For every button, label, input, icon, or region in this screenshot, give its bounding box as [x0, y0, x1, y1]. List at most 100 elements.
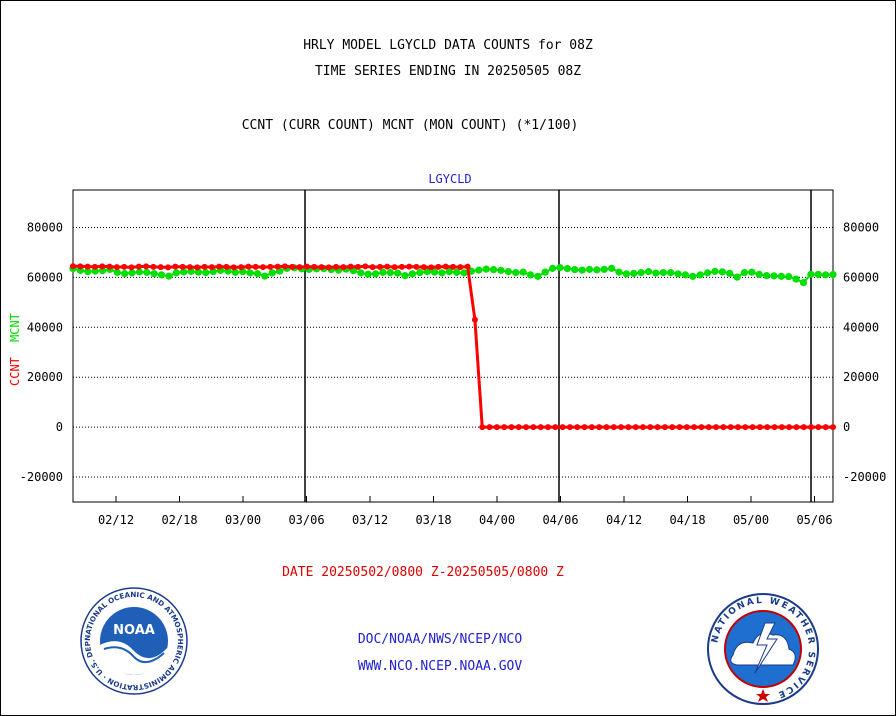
data-point-ccnt: [281, 263, 288, 270]
data-point-mcnt: [785, 273, 793, 281]
data-point-ccnt: [260, 264, 266, 271]
data-point-ccnt: [84, 263, 91, 270]
data-point-ccnt: [303, 263, 310, 270]
x-tick-label: 04/00: [479, 513, 515, 527]
x-tick-label: 02/12: [98, 513, 134, 527]
data-point-mcnt: [246, 269, 254, 277]
data-point-mcnt: [829, 271, 837, 279]
data-point-mcnt: [733, 273, 741, 281]
y-tick-label-left: 80000: [27, 220, 63, 234]
data-point-ccnt: [676, 424, 683, 431]
data-point-mcnt: [585, 265, 594, 273]
data-point-ccnt: [172, 263, 179, 270]
data-point-ccnt: [333, 263, 340, 270]
data-point-mcnt: [364, 270, 372, 278]
data-point-ccnt: [713, 424, 720, 431]
data-point-ccnt: [376, 263, 383, 270]
data-point-ccnt: [384, 263, 391, 270]
data-point-ccnt: [157, 264, 164, 271]
data-point-ccnt: [566, 424, 573, 431]
data-point-mcnt: [563, 265, 571, 273]
data-point-mcnt: [777, 272, 785, 280]
data-point-mcnt: [157, 271, 166, 279]
data-point-ccnt: [150, 263, 157, 270]
x-tick-label: 02/18: [161, 513, 197, 527]
y-axis-label-mcnt: MCNT: [8, 313, 22, 342]
data-point-mcnt: [822, 271, 830, 279]
data-point-mcnt: [770, 272, 778, 280]
data-point-ccnt: [486, 424, 493, 431]
x-tick-label: 03/12: [352, 513, 388, 527]
data-point-ccnt: [749, 424, 756, 431]
data-point-mcnt: [762, 272, 771, 280]
y-tick-label-right: 20000: [843, 370, 879, 384]
x-tick-label: 04/06: [542, 513, 578, 527]
data-point-ccnt: [450, 263, 456, 270]
data-point-ccnt: [106, 263, 113, 270]
data-point-mcnt: [556, 264, 564, 272]
data-point-mcnt: [482, 265, 490, 273]
data-point-ccnt: [355, 263, 361, 270]
time-series-chart: 80000 80000 60000 60000 40000 40000 20000 20000…: [8, 189, 886, 527]
data-point-ccnt: [793, 424, 800, 431]
data-point-ccnt: [398, 263, 405, 270]
data-point-mcnt: [394, 269, 402, 277]
data-point-ccnt: [216, 263, 223, 270]
chart-title-line1: HRLY MODEL LGYCLD DATA COUNTS for 08Z: [303, 38, 593, 53]
data-point-ccnt: [691, 424, 698, 431]
data-point-mcnt: [578, 266, 586, 274]
data-point-ccnt: [669, 424, 676, 431]
noaa-logo-icon: NATIONAL OCEANIC AND ATMOSPHERIC ADMINIS…: [80, 587, 188, 695]
chart-title-line2: TIME SERIES ENDING IN 20250505 08Z: [314, 64, 582, 79]
nws-logo-icon: NATIONAL WEATHER SERVICE: [707, 593, 819, 705]
data-point-mcnt: [172, 269, 180, 277]
data-point-mcnt: [416, 269, 424, 277]
data-point-mcnt: [430, 268, 439, 276]
data-point-ccnt: [165, 264, 171, 271]
y-tick-label-left: 60000: [27, 270, 63, 284]
data-point-mcnt: [652, 269, 660, 277]
data-point-mcnt: [408, 270, 417, 278]
date-range-label: DATE 20250502/0800 Z-20250505/0800 Z: [282, 565, 564, 580]
data-point-ccnt: [720, 424, 727, 431]
data-point-ccnt: [267, 263, 274, 270]
data-point-mcnt: [165, 272, 173, 280]
data-point-mcnt: [128, 269, 136, 277]
data-point-ccnt: [340, 264, 347, 271]
data-point-ccnt: [406, 263, 413, 270]
data-point-mcnt: [807, 270, 815, 278]
data-point-ccnt: [588, 424, 595, 431]
data-point-ccnt: [428, 264, 435, 271]
data-point-ccnt: [808, 424, 815, 431]
data-point-ccnt: [113, 264, 120, 271]
data-point-mcnt: [180, 268, 188, 276]
data-point-mcnt: [475, 266, 483, 274]
footer-org-path[interactable]: DOC/NOAA/NWS/NCEP/NCO: [357, 632, 523, 647]
data-point-ccnt: [420, 264, 427, 271]
x-tick-label: 03/06: [288, 513, 324, 527]
data-point-ccnt: [186, 264, 193, 271]
data-point-ccnt: [230, 264, 237, 271]
data-point-mcnt: [600, 265, 608, 273]
data-point-ccnt: [771, 424, 778, 431]
data-point-mcnt: [121, 270, 129, 278]
data-point-mcnt: [644, 268, 653, 276]
data-point-mcnt: [799, 279, 808, 287]
data-point-mcnt: [401, 272, 409, 280]
data-point-ccnt: [442, 263, 449, 270]
data-point-mcnt: [438, 269, 446, 277]
data-point-mcnt: [748, 268, 756, 276]
data-point-mcnt: [194, 268, 203, 276]
data-point-ccnt: [413, 263, 420, 270]
data-point-ccnt: [194, 264, 201, 271]
data-point-ccnt: [252, 263, 259, 270]
data-point-mcnt: [703, 269, 712, 277]
footer-website-link[interactable]: WWW.NCO.NCEP.NOAA.GOV: [357, 659, 523, 674]
data-point-ccnt: [786, 424, 793, 431]
data-point-ccnt: [135, 263, 142, 270]
data-point-ccnt: [70, 263, 76, 270]
data-point-ccnt: [778, 424, 785, 431]
data-point-mcnt: [504, 268, 512, 276]
plot-area: [72, 189, 834, 503]
data-point-ccnt: [654, 424, 661, 431]
